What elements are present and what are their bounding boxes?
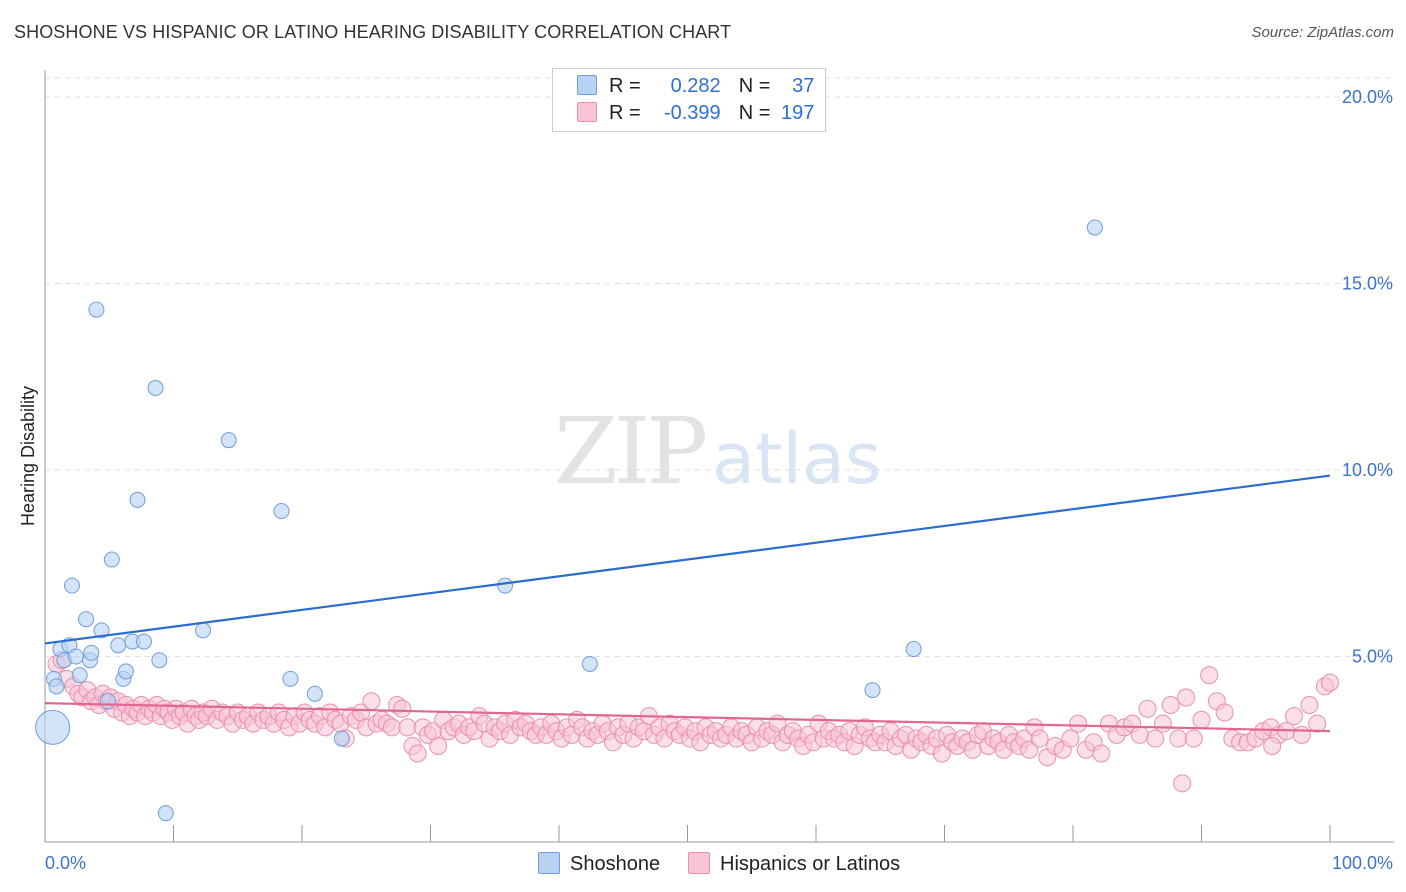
shoshone-trend-line: [44, 474, 1331, 645]
chart-source: Source: ZipAtlas.com: [1251, 24, 1394, 41]
shoshone-point: [306, 685, 323, 702]
legend-item-hispanic: Hispanics or Latinos: [688, 852, 900, 876]
shoshone-points: [35, 219, 1103, 822]
hispanic-point: [1192, 710, 1211, 729]
hispanic-point: [963, 740, 982, 759]
hispanic-point: [932, 744, 951, 763]
hispanic-point: [1092, 744, 1111, 763]
hispanic-point: [1138, 699, 1157, 718]
n-value: 37: [792, 75, 815, 97]
shoshone-point: [129, 491, 146, 508]
shoshone-legend-label: Shoshone: [570, 853, 661, 875]
trend-lines: [44, 474, 1331, 733]
stats-legend-row-hispanic: R = -0.399 N = 197: [577, 102, 814, 126]
hispanic-point: [1292, 725, 1311, 744]
shoshone-point: [220, 432, 237, 449]
y-tick-label: 10.0%: [1342, 460, 1393, 480]
grid-layer: [45, 77, 1394, 657]
shoshone-point: [67, 648, 84, 665]
stats-legend: R = 0.282 N = 37 R = -0.399 N = 197: [552, 68, 826, 132]
hispanic-point: [1184, 729, 1203, 748]
shoshone-point: [135, 633, 152, 650]
shoshone-point: [151, 652, 168, 669]
hispanic-legend-swatch: [688, 852, 710, 874]
shoshone-point: [273, 503, 290, 520]
hispanic-point: [393, 699, 412, 718]
y-tick-label: 15.0%: [1342, 274, 1393, 294]
hispanic-point: [1169, 729, 1188, 748]
shoshone-point: [83, 644, 100, 661]
shoshone-point: [110, 637, 127, 654]
x-tick-label: 0.0%: [45, 853, 86, 873]
shoshone-swatch: [577, 75, 597, 95]
shoshone-point: [35, 709, 71, 745]
chart-title: SHOSHONE VS HISPANIC OR LATINO HEARING D…: [14, 22, 732, 42]
hispanic-point: [1069, 714, 1088, 733]
shoshone-point: [581, 655, 598, 672]
hispanic-point: [1020, 740, 1039, 759]
shoshone-point: [99, 693, 116, 710]
hispanic-point: [1030, 729, 1049, 748]
hispanic-point: [1200, 666, 1219, 685]
watermark-atlas: atlas: [712, 418, 882, 500]
hispanic-point: [362, 692, 381, 711]
hispanic-point: [1321, 673, 1339, 692]
watermark: ZIP atlas: [554, 398, 881, 505]
shoshone-point: [333, 730, 350, 747]
hispanic-point: [1215, 703, 1234, 722]
n-value: 197: [781, 102, 815, 124]
hispanic-legend-label: Hispanics or Latinos: [720, 853, 901, 875]
hispanic-point: [1061, 729, 1080, 748]
r-label: R =: [609, 102, 641, 124]
shoshone-point: [103, 551, 120, 568]
r-value: -0.399: [663, 102, 721, 124]
n-label: N =: [738, 102, 771, 124]
y-tick-label: 20.0%: [1342, 87, 1393, 107]
hispanic-point: [429, 737, 448, 756]
hispanic-point: [1263, 737, 1282, 756]
hispanic-point: [1285, 707, 1304, 726]
hispanic-point: [1146, 729, 1165, 748]
hispanic-swatch: [577, 102, 597, 122]
shoshone-point: [497, 577, 514, 594]
shoshone-point: [63, 577, 80, 594]
shoshone-point: [1086, 219, 1103, 236]
shoshone-point: [48, 678, 65, 695]
tick-labels: 5.0% 10.0% 15.0% 20.0% 0.0% 100.0%: [45, 87, 1393, 873]
shoshone-point: [147, 379, 164, 396]
hispanic-point: [1153, 714, 1172, 733]
hispanic-point: [1130, 725, 1149, 744]
hispanic-point: [1308, 714, 1327, 733]
shoshone-point: [117, 663, 134, 680]
hispanic-point: [382, 718, 401, 737]
n-label: N =: [738, 75, 771, 97]
x-tick-label: 100.0%: [1332, 853, 1393, 873]
y-axis-title: Hearing Disability: [18, 386, 38, 526]
shoshone-point: [78, 611, 95, 628]
hispanic-point: [408, 744, 427, 763]
shoshone-point: [88, 301, 105, 318]
y-tick-label: 5.0%: [1352, 647, 1393, 667]
shoshone-point: [157, 805, 174, 822]
shoshone-point: [93, 622, 110, 639]
shoshone-point: [864, 682, 881, 699]
hispanic-point: [1177, 688, 1196, 707]
legend-item-shoshone: Shoshone: [538, 852, 660, 876]
r-label: R =: [609, 75, 641, 97]
shoshone-point: [71, 667, 88, 684]
hispanic-points: [47, 651, 1339, 793]
r-value: 0.282: [670, 75, 721, 97]
hispanic-trend-line: [44, 702, 1331, 733]
hispanic-point: [398, 718, 417, 737]
hispanic-point: [1173, 774, 1192, 793]
shoshone-point: [905, 641, 922, 658]
stats-legend-row-shoshone: R = 0.282 N = 37: [577, 75, 814, 99]
hispanic-point: [1161, 695, 1180, 714]
shoshone-point: [282, 670, 299, 687]
shoshone-point: [195, 622, 212, 639]
watermark-zip: ZIP: [554, 398, 708, 505]
shoshone-legend-swatch: [538, 852, 560, 874]
hispanic-point: [1300, 695, 1319, 714]
